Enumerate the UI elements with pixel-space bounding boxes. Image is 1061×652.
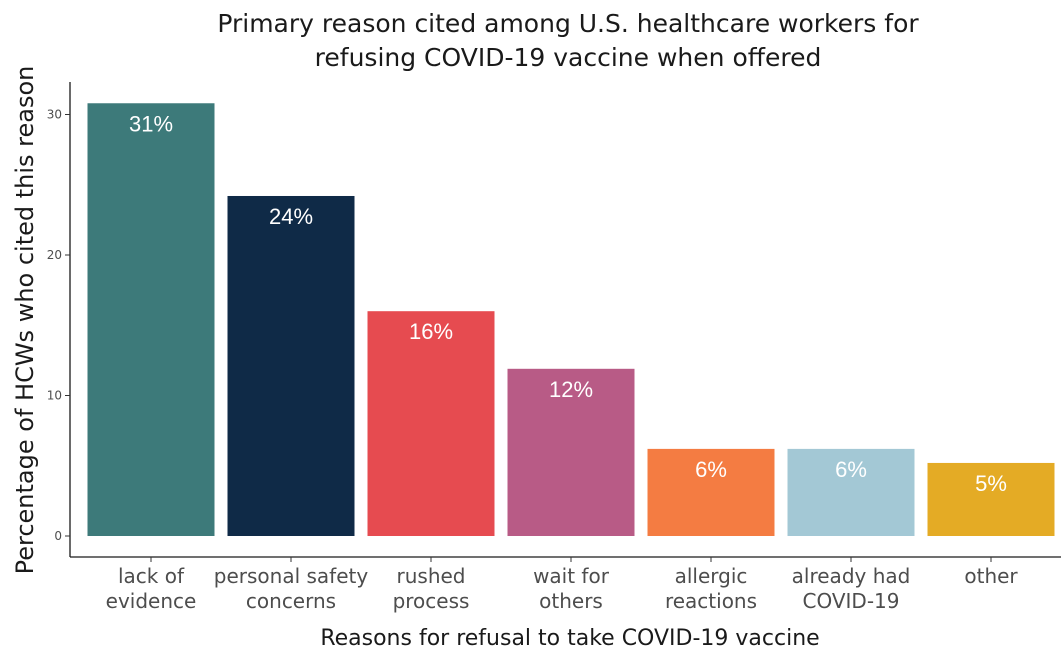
y-axis-label: Percentage of HCWs who cited this reason [11,66,39,575]
axes [69,82,1061,558]
bar-data-label: 5% [975,471,1007,496]
bar-data-labels: 31% 24% 16% 12% 6% 6% 5% [129,111,1007,496]
bar [227,195,355,537]
bar [927,462,1055,536]
x-tick-label: wait for others [533,564,610,613]
x-axis-title: Reasons for refusal to take COVID-19 vac… [320,626,819,651]
bar [647,448,775,536]
y-tick-label: 20 [47,248,62,262]
chart-title-line: refusing COVID-19 vaccine when offered [315,43,822,72]
y-tick-label: 0 [54,529,62,543]
chart-title-line: Primary reason cited among U.S. healthca… [217,9,919,38]
x-tick-label: allergic reactions [665,564,757,613]
x-tick-label: other [964,564,1018,588]
bar [87,103,215,536]
x-axis-ticks: lack of evidence personal safety concerns ru… [106,557,1018,613]
y-tick-label: 30 [47,108,62,122]
bar-data-label: 6% [835,457,867,482]
x-tick-label: already had COVID-19 [792,564,911,613]
x-tick-label: lack of evidence [106,564,197,613]
bar-data-label: 24% [269,204,313,229]
bar-data-label: 6% [695,457,727,482]
bar-data-label: 12% [549,377,593,402]
y-tick-label: 10 [47,389,62,403]
x-axis-label: Reasons for refusal to take COVID-19 vac… [320,626,819,651]
bars [87,103,1055,537]
bar [367,311,495,536]
bar-data-label: 16% [409,319,453,344]
bar [507,368,635,536]
bar [787,448,915,536]
x-tick-label: personal safety concerns [214,564,369,613]
y-axis-ticks: 0 10 20 30 [47,108,70,543]
y-axis-title: Percentage of HCWs who cited this reason [11,66,39,575]
bar-data-label: 31% [129,111,173,136]
x-tick-label: rushed process [393,564,470,613]
chart-title: Primary reason cited among U.S. healthca… [217,9,919,72]
